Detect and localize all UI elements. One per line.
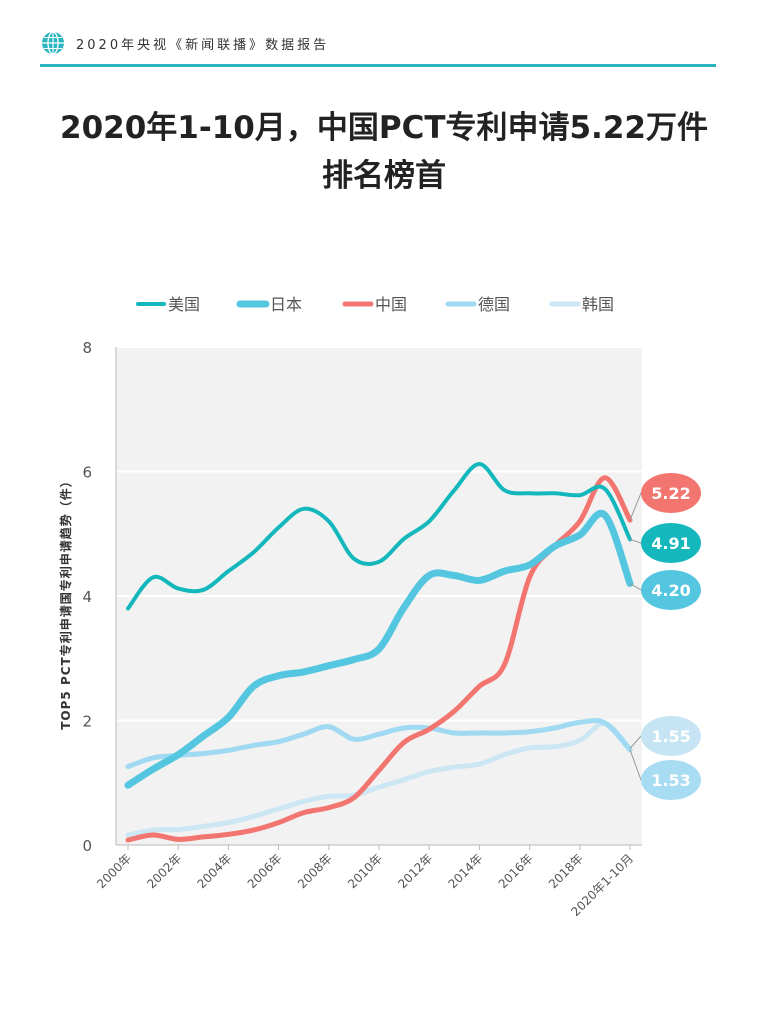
y-axis-title: TOP5 PCT专利申请国专利申请趋势（件） — [58, 474, 73, 730]
legend-label: 韩国 — [582, 295, 614, 314]
data-label: 5.22 — [651, 484, 690, 503]
x-tick-label: 2000年 — [94, 851, 134, 891]
callout-bubble — [641, 760, 701, 800]
data-label: 4.91 — [651, 534, 690, 553]
page-headline: 2020年1-10月，中国PCT专利申请5.22万件 排名榜首 — [0, 104, 768, 200]
y-tick-label: 0 — [82, 837, 92, 855]
series-line-1 — [126, 462, 632, 611]
y-tick-label: 2 — [82, 713, 92, 731]
x-tick-label: 2004年 — [195, 851, 235, 891]
x-tick-label: 2012年 — [395, 851, 435, 891]
report-header-bar: 2020年央视《新闻联播》数据报告 — [40, 28, 716, 67]
x-tick-label: 2014年 — [446, 851, 486, 891]
data-label: 1.55 — [651, 727, 690, 746]
callout-bubble — [641, 570, 701, 610]
series-line-4 — [125, 718, 633, 770]
y-tick-label: 8 — [82, 339, 92, 357]
legend-label: 德国 — [478, 295, 510, 314]
x-tick-label: 2008年 — [295, 851, 335, 891]
y-tick-label: 4 — [82, 588, 92, 606]
x-tick-label: 2002年 — [144, 851, 184, 891]
headline-line-1: 2020年1-10月，中国PCT专利申请5.22万件 — [60, 110, 708, 146]
x-tick-label: 2010年 — [345, 851, 385, 891]
series-line-2 — [124, 509, 634, 789]
globe-icon — [42, 31, 64, 55]
legend-label: 中国 — [375, 295, 407, 314]
legend-label: 美国 — [168, 295, 200, 314]
headline-line-2: 排名榜首 — [322, 158, 446, 194]
data-label: 4.20 — [651, 581, 690, 600]
callout-bubble — [641, 716, 701, 756]
callout-bubble — [641, 473, 701, 513]
data-label: 1.53 — [651, 771, 690, 790]
legend-label: 日本 — [270, 295, 302, 314]
x-tick-label: 2018年 — [546, 851, 586, 891]
y-tick-label: 6 — [82, 464, 92, 482]
report-title: 2020年央视《新闻联播》数据报告 — [76, 38, 330, 53]
callout-bubble — [641, 523, 701, 563]
series-line-5 — [125, 721, 633, 838]
x-tick-label: 2016年 — [496, 851, 536, 891]
x-tick-label: 2006年 — [245, 851, 285, 891]
